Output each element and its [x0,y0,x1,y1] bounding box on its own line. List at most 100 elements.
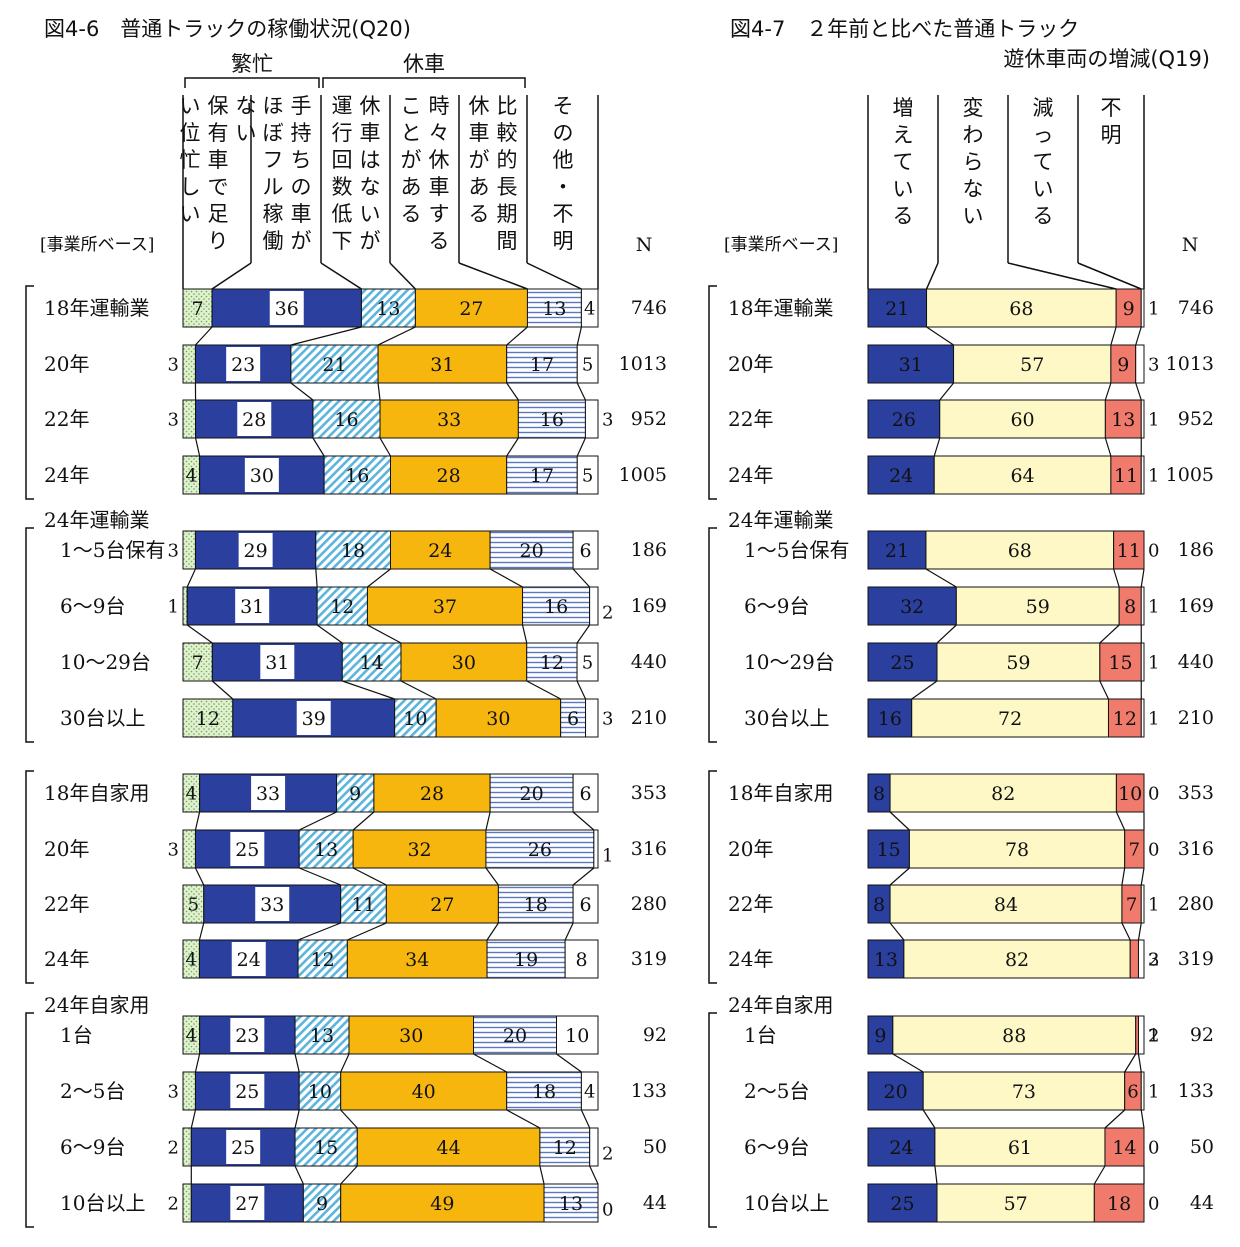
bar-row: 7 36 13 27 13 4 18年運輸業 746 [44,288,667,328]
value-label: 7 [191,298,203,320]
value-label: 14 [360,652,384,674]
bar-row: 3 25 13 32 26 1 20年 316 [44,829,667,869]
series-connector [1113,568,1120,588]
bar-segment [955,586,1120,626]
bar-segment [564,939,599,979]
value-label: 10 [403,708,427,730]
bar-segment [585,698,599,738]
bar-row: 2 25 15 44 12 2 6～9台 50 [60,1127,667,1167]
value-label-outside: 1 [168,597,179,618]
series-connector [194,867,205,886]
legend-label-series-0: ない [236,94,257,145]
series-connector [576,680,587,700]
header-char: い [360,202,381,226]
value-label: 12 [311,949,335,971]
category-label: 24年 [728,947,773,971]
header-char: し [180,175,201,199]
bar-segment [435,698,562,738]
value-label: 12 [540,652,564,674]
bar-segment [316,586,368,626]
value-label-bg [237,402,272,436]
chart-title-line-2: 遊休車両の増減(Q19) [1003,47,1210,71]
bar-segment [1135,344,1145,384]
series-connector [194,1053,201,1073]
category-label: 22年 [728,407,773,431]
legend-label-series-3: 不明 [1101,96,1122,147]
header-char: 他 [553,148,574,172]
series-connector [1099,680,1110,700]
bar-row: 12 39 10 30 6 3 30台以上 210 [60,698,667,738]
n-header: N [1182,234,1199,256]
legend-header: ない保有車で足りい位忙しい手持ちの車がほぼフル稼働休車はないが運行回数低下時々休… [40,52,652,290]
bar-row: 16 72 12 1 30台以上 210 [744,698,1214,738]
value-label-bg [296,701,331,735]
value-label: 30 [486,708,510,730]
header-char: す [429,202,450,226]
category-label: 22年 [44,407,89,431]
category-label: 30台以上 [60,706,145,730]
bar-row: 21 68 9 1 18年運輸業 746 [728,288,1214,328]
series-connector [1104,1109,1126,1129]
category-label: 2～5台 [60,1079,125,1103]
value-label: 82 [1005,949,1029,971]
value-label: 37 [433,596,457,618]
value-label: 16 [878,708,902,730]
value-label-outside: 2 [602,1144,613,1165]
value-label: 33 [437,409,461,431]
bar-segment [903,939,1131,979]
series-connector [911,680,938,700]
value-label: 57 [1020,354,1044,376]
series-connector [294,1053,300,1073]
value-label: 82 [991,783,1015,805]
bar-segment [922,1071,1126,1111]
n-value: 280 [1178,893,1214,915]
value-label-outside: 1 [1148,410,1159,431]
header-char: 運 [332,94,353,118]
value-label: 15 [1108,652,1132,674]
value-label: 59 [1026,596,1050,618]
bar-segment [867,288,928,328]
value-label: 30 [452,652,476,674]
header-char: 行 [332,121,353,145]
value-label: 28 [242,409,266,431]
value-label: 5 [582,466,593,487]
row-connectors [889,326,1145,1185]
value-label: 32 [407,839,431,861]
category-label: 24年 [44,947,89,971]
series-connector [889,867,910,886]
header-char: ち [291,148,312,172]
category-label: 6～9台 [60,594,125,618]
category-label: 6～9台 [744,594,809,618]
chart-q19-idle-vehicle-change: 図4-7 ２年前と比べた普通トラック遊休車両の増減(Q19)増えている変わらない… [708,17,1214,1228]
group-header-label: 休車 [403,52,445,76]
series-connector [367,624,402,644]
value-label: 4 [185,950,196,971]
n-value: 1005 [619,464,667,486]
bar-row: 2 27 9 49 13 0 10台以上 44 [60,1183,667,1223]
series-connector [473,1053,507,1073]
series-connector [506,326,528,346]
header-char: い [180,94,201,118]
bar-segment [589,586,599,626]
bar-row: 8 84 7 1 22年 280 [728,884,1214,924]
value-label: 32 [900,596,924,618]
value-label: 8 [873,783,885,805]
series-connector [576,624,591,644]
header-connector [458,262,528,290]
value-label: 31 [430,354,454,376]
value-label: 13 [310,1025,334,1047]
category-label: 10台以上 [744,1191,829,1215]
value-label: 31 [899,354,923,376]
series-connector [589,1165,599,1185]
series-connector [1104,382,1112,401]
group-brackets: 24年運輸業 24年自家用 [25,285,149,1228]
bar-row: 25 59 15 1 10～29台 440 [744,642,1214,682]
bar-segment [867,1015,894,1055]
value-label-bg [244,458,279,492]
series-connector [572,568,591,588]
header-char: な [360,175,381,199]
